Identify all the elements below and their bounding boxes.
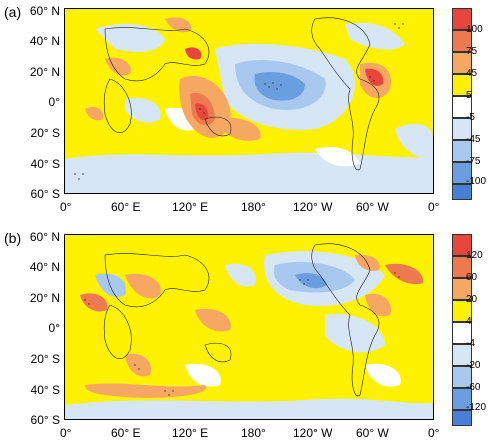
colorbar-label: 45 xyxy=(466,68,478,79)
panel-b: (b) xyxy=(0,226,500,441)
panel-a: (a) xyxy=(0,0,500,215)
colorbar-swatch xyxy=(452,234,472,256)
lon-label: 120° W xyxy=(293,200,333,214)
colorbar-swatch xyxy=(452,344,472,366)
panel-label: (b) xyxy=(4,230,22,246)
colorbar-swatch xyxy=(452,322,472,344)
significance-stipple xyxy=(84,272,400,396)
colorbar-swatch xyxy=(452,278,472,300)
colorbar-label: -100 xyxy=(466,176,487,187)
map-plot xyxy=(64,234,434,420)
colorbar-swatch xyxy=(452,366,472,388)
lat-label: 40° S xyxy=(30,157,60,171)
lat-label: 20° S xyxy=(30,126,60,140)
lat-label: 60° N xyxy=(29,230,60,244)
colorbar-swatch xyxy=(452,30,472,52)
colorbar-swatch xyxy=(452,256,472,278)
colorbar-swatch xyxy=(452,300,472,322)
colorbar-label: 4 xyxy=(466,316,472,327)
lon-label: 180° xyxy=(241,426,266,440)
map-plot xyxy=(64,8,434,194)
lon-label: 120° E xyxy=(172,200,209,214)
colorbar-label: -45 xyxy=(466,134,481,145)
colorbar-swatch xyxy=(452,162,472,184)
colorbar-swatch xyxy=(452,184,472,200)
lon-label: 60° E xyxy=(111,200,141,214)
lon-label: 0° xyxy=(428,426,440,440)
lat-label: 40° S xyxy=(30,383,60,397)
lat-label: 60° S xyxy=(30,413,60,427)
colorbar-label: 75 xyxy=(466,46,478,57)
colorbar-label: -5 xyxy=(466,112,475,123)
lon-label: 120° W xyxy=(293,426,333,440)
colorbar-swatch xyxy=(452,140,472,162)
lon-label: 0° xyxy=(60,426,72,440)
colorbar-label: 5 xyxy=(466,90,472,101)
significance-stipple xyxy=(74,23,404,180)
colorbar-label: 60 xyxy=(466,272,478,283)
lat-label: 20° N xyxy=(29,291,60,305)
lat-label: 60° S xyxy=(30,187,60,201)
lon-label: 60° W xyxy=(356,426,389,440)
colorbar-label: 120 xyxy=(466,250,483,261)
colorbar-label: 20 xyxy=(466,294,478,305)
lon-label: 120° E xyxy=(172,426,209,440)
lat-label: 20° N xyxy=(29,65,60,79)
colorbar-swatch xyxy=(452,74,472,96)
colorbar-swatch xyxy=(452,118,472,140)
lat-label: 40° N xyxy=(29,34,60,48)
lat-label: 40° N xyxy=(29,260,60,274)
panel-label: (a) xyxy=(4,4,22,20)
colorbar-swatch xyxy=(452,8,472,30)
colorbar-swatch xyxy=(452,96,472,118)
lon-label: 180° xyxy=(241,200,266,214)
colorbar-label: -60 xyxy=(466,382,481,393)
colorbar-swatch xyxy=(452,410,472,426)
colorbar-label: -120 xyxy=(466,402,487,413)
lat-label: 0° xyxy=(48,95,60,109)
lon-label: 60° W xyxy=(356,200,389,214)
colorbar-label: -4 xyxy=(466,338,475,349)
lon-label: 0° xyxy=(60,200,72,214)
lat-label: 60° N xyxy=(29,4,60,18)
lat-label: 20° S xyxy=(30,352,60,366)
colorbar-label: -20 xyxy=(466,360,481,371)
colorbar-label: 100 xyxy=(466,24,483,35)
colorbar-swatch xyxy=(452,388,472,410)
colorbar-label: -75 xyxy=(466,156,481,167)
colorbar-swatch xyxy=(452,52,472,74)
lat-label: 0° xyxy=(48,321,60,335)
anomaly-field xyxy=(65,9,433,193)
lon-label: 60° E xyxy=(111,426,141,440)
lon-label: 0° xyxy=(428,200,440,214)
anomaly-field xyxy=(65,235,433,419)
